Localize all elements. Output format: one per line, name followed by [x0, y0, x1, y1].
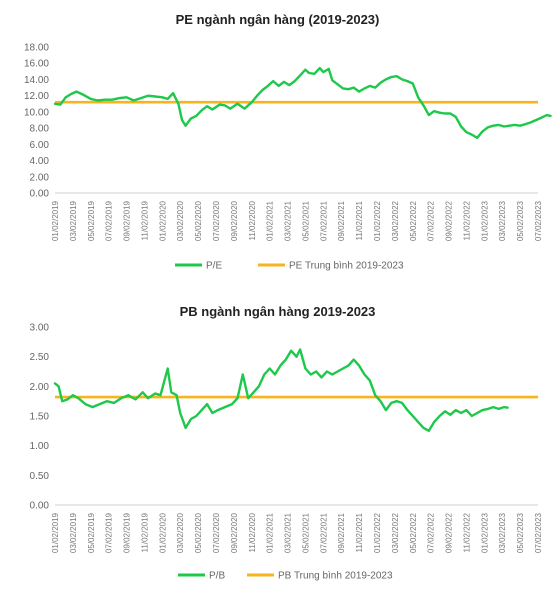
y-tick-label: 2.50: [30, 352, 50, 363]
y-tick-label: 14.00: [24, 75, 49, 86]
x-tick-label: 05/02/2023: [516, 512, 525, 553]
y-tick-label: 10.00: [24, 107, 49, 118]
x-tick-label: 11/02/2021: [355, 200, 364, 240]
y-tick-label: 1.50: [30, 412, 50, 423]
x-tick-label: 05/02/2020: [194, 512, 203, 553]
x-tick-label: 05/02/2019: [87, 200, 96, 241]
chart-title: PE ngành ngân hàng (2019-2023): [175, 12, 380, 27]
x-tick-label: 07/02/2020: [212, 512, 221, 553]
y-tick-label: 0.50: [30, 471, 50, 482]
x-tick-label: 03/02/2020: [176, 512, 185, 553]
x-tick-label: 09/02/2020: [230, 200, 239, 241]
y-tick-label: 2.00: [30, 172, 50, 183]
x-tick-label: 05/02/2022: [409, 512, 418, 553]
x-tick-label: 11/02/2019: [140, 200, 149, 240]
x-tick-label: 07/02/2021: [319, 200, 328, 241]
x-tick-label: 03/02/2020: [176, 200, 185, 241]
pb-chart: PB ngành ngân hàng 2019-2023 0.00 0.50 1.0…: [0, 292, 555, 599]
x-tick-label: 03/02/2019: [69, 200, 78, 241]
x-tick-label: 01/02/2019: [51, 200, 60, 241]
x-tick-label: 11/02/2020: [248, 512, 257, 552]
x-tick-label: 01/02/2020: [158, 512, 167, 553]
x-tick-label: 01/02/2021: [266, 512, 275, 553]
x-tick-label: 03/02/2021: [284, 200, 293, 241]
series-line: [53, 348, 509, 433]
x-tick-label: 07/02/2023: [534, 200, 543, 241]
y-tick-label: 2.00: [30, 382, 50, 393]
y-tick-label: 8.00: [30, 124, 50, 135]
x-tick-label: 01/02/2020: [158, 200, 167, 241]
y-tick-label: 4.00: [30, 156, 50, 167]
x-tick-label: 03/02/2022: [391, 200, 400, 241]
x-tick-label: 07/02/2022: [427, 512, 436, 553]
x-tick-label: 09/02/2019: [123, 512, 132, 553]
x-tick-label: 05/02/2021: [301, 512, 310, 553]
y-tick-label: 6.00: [30, 140, 50, 151]
x-tick-label: 11/02/2022: [462, 512, 471, 552]
x-tick-label: 03/02/2023: [498, 200, 507, 241]
chart-title: PB ngành ngân hàng 2019-2023: [179, 304, 376, 319]
x-tick-label: 05/02/2022: [409, 200, 418, 241]
y-tick-label: 0.00: [30, 501, 50, 512]
x-tick-label: 05/02/2021: [301, 200, 310, 241]
x-tick-label: 09/02/2019: [123, 200, 132, 241]
y-tick-label: 12.00: [24, 91, 49, 102]
x-tick-label: 05/02/2023: [516, 200, 525, 241]
x-tick-label: 01/02/2022: [373, 200, 382, 241]
x-tick-label: 01/02/2019: [51, 512, 60, 553]
x-tick-label: 01/02/2023: [480, 512, 489, 553]
x-tick-label: 09/02/2021: [337, 200, 346, 241]
pb-chart-plot: 0.00 0.50 1.00 1.50 2.00 2.50 3.00 01/02/2019 03…: [30, 323, 543, 582]
x-tick-label: 11/02/2021: [355, 512, 364, 552]
x-tick-label: 07/02/2019: [105, 512, 114, 553]
x-tick-label: 01/02/2021: [266, 200, 275, 241]
x-tick-label: 09/02/2020: [230, 512, 239, 553]
x-tick-label: 03/02/2021: [284, 512, 293, 553]
legend-label-average: PB Trung bình 2019-2023: [278, 571, 393, 582]
x-tick-label: 07/02/2023: [534, 512, 543, 553]
x-tick-label: 11/02/2019: [140, 512, 149, 552]
y-tick-label: 3.00: [30, 323, 50, 334]
x-tick-label: 07/02/2021: [319, 512, 328, 553]
legend-label-series: P/B: [209, 571, 225, 582]
legend-label-series: P/E: [206, 261, 222, 272]
x-tick-label: 09/02/2022: [445, 512, 454, 553]
y-tick-label: 0.00: [30, 189, 50, 200]
x-tick-label: 11/02/2022: [462, 200, 471, 240]
x-tick-label: 05/02/2020: [194, 200, 203, 241]
x-tick-label: 05/02/2019: [87, 512, 96, 553]
x-tick-label: 01/02/2022: [373, 512, 382, 553]
x-tick-label: 11/02/2020: [248, 200, 257, 240]
x-tick-label: 07/02/2022: [427, 200, 436, 241]
x-tick-label: 03/02/2022: [391, 512, 400, 553]
x-tick-label: 09/02/2022: [445, 200, 454, 241]
x-tick-label: 09/02/2021: [337, 512, 346, 553]
y-tick-label: 16.00: [24, 59, 49, 70]
x-tick-label: 03/02/2019: [69, 512, 78, 553]
series-line: [53, 66, 552, 140]
x-tick-label: 07/02/2020: [212, 200, 221, 241]
pe-chart: PE ngành ngân hàng (2019-2023) 0.00 2.00 4…: [0, 0, 555, 290]
x-tick-label: 01/02/2023: [480, 200, 489, 241]
x-tick-label: 03/02/2023: [498, 512, 507, 553]
y-tick-label: 18.00: [24, 43, 49, 54]
x-tick-label: 07/02/2019: [105, 200, 114, 241]
pe-chart-plot: 0.00 2.00 4.00 6.00 8.00 10.00 12.00 14.00 16.00…: [24, 43, 552, 272]
y-tick-label: 1.00: [30, 441, 50, 452]
legend-label-average: PE Trung bình 2019-2023: [289, 261, 404, 272]
